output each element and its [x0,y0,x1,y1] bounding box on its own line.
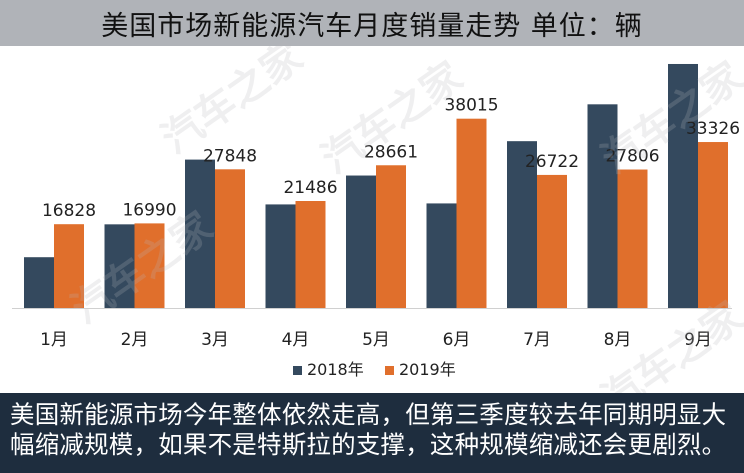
data-label-2月: 16990 [122,200,176,220]
bar-2019年-6月 [456,118,487,308]
data-label-4月: 21486 [283,178,337,198]
x-tick-label-4月: 4月 [282,330,310,350]
data-label-5月: 28661 [364,142,418,162]
bar-2018年-2月 [104,224,135,308]
bar-chart: 16828 1月 16990 2月 27848 3月 21486 4月 28661 5月 38015… [12,63,740,379]
x-tick-label-8月: 8月 [604,330,632,350]
caption-text: 美国新能源市场今年整体依然走高，但第三季度较去年同期明显大幅缩减规模，如果不是特… [10,400,727,459]
x-tick-label-6月: 6月 [443,330,471,350]
data-label-3月: 27848 [203,146,257,166]
bar-2018年-4月 [265,204,296,308]
bar-2019年-4月 [295,200,326,308]
bar-2018年-1月 [24,257,54,308]
legend-label-2019年: 2019年 [399,360,456,379]
bar-2018年-8月 [587,104,618,309]
x-tick-label-3月: 3月 [201,330,229,350]
x-tick-label-7月: 7月 [523,330,551,350]
bar-2019年-1月 [54,224,84,308]
x-tick-label-2月: 2月 [121,330,149,350]
legend-swatch-2018年 [293,366,302,375]
data-label-9月: 33326 [686,119,740,139]
bar-2019年-8月 [617,169,648,308]
data-label-8月: 27806 [605,147,659,167]
legend-label-2018年: 2018年 [307,360,364,379]
bar-2019年-5月 [376,165,406,308]
bar-2018年-9月 [668,63,698,309]
bar-2019年-9月 [698,142,728,308]
caption-box: 美国新能源市场今年整体依然走高，但第三季度较去年同期明显大幅缩减规模，如果不是特… [0,393,744,473]
data-label-1月: 16828 [42,201,96,221]
data-label-6月: 38015 [444,96,498,116]
x-tick-label-1月: 1月 [40,330,68,350]
chart-title: 美国市场新能源汽车月度销量走势 单位：辆 [101,10,643,42]
legend-swatch-2019年 [385,366,394,375]
bar-2018年-5月 [346,175,376,308]
chart-title-bar: 美国市场新能源汽车月度销量走势 单位：辆 [0,0,744,46]
bar-2018年-3月 [185,159,215,308]
bar-2018年-7月 [507,141,537,308]
bar-2019年-7月 [537,174,567,308]
data-label-7月: 26722 [525,152,579,172]
bar-2019年-3月 [215,169,245,308]
chart-area: 16828 1月 16990 2月 27848 3月 21486 4月 28661 5月 38015… [0,34,744,423]
x-tick-label-5月: 5月 [362,330,390,350]
x-tick-label-9月: 9月 [684,330,712,350]
bar-2019年-2月 [134,223,165,308]
bar-2018年-6月 [426,203,457,308]
